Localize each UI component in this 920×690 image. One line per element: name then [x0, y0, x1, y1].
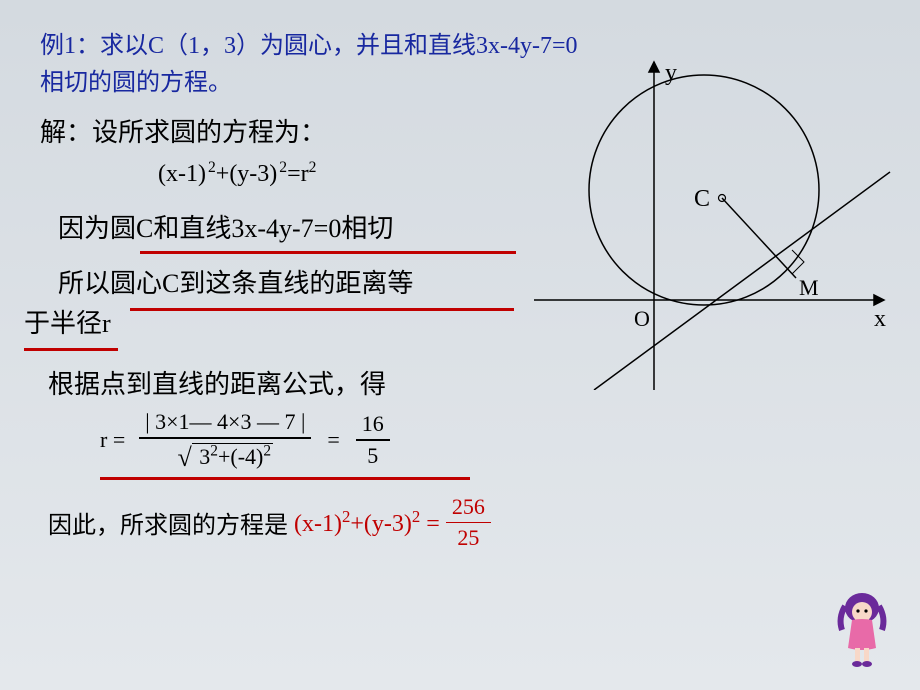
- solution-label: 解：: [40, 118, 92, 147]
- frac2-denominator: 5: [361, 441, 384, 469]
- frac1-denominator: √ 32+(-4)2: [172, 439, 280, 471]
- sprite-eye-l: [856, 609, 859, 612]
- example-label: 例1：: [40, 33, 100, 59]
- sprite-shoe-r: [862, 661, 872, 667]
- sprite-hair-r: [879, 606, 883, 630]
- frac1-numerator: | 3×1— 4×3 — 7 |: [139, 409, 311, 437]
- center-label: C: [694, 186, 710, 212]
- character-sprite: [832, 590, 892, 668]
- underline-1: [140, 251, 516, 254]
- underline-3: [100, 477, 470, 480]
- sprite-leg-r: [864, 648, 869, 662]
- eq-part-3: =r: [287, 161, 309, 187]
- sprite-eye-r: [864, 609, 867, 612]
- x-label: x: [874, 306, 886, 332]
- conclusion: 因此，所求圆的方程是 (x-1)2+(y-3)2 = 256 25: [48, 494, 880, 552]
- tangent-point-label: M: [799, 275, 819, 300]
- problem-text: 求以C（1，3）为圆心，并且和直线3x-4y-7=0 相切的圆的方程。: [40, 33, 578, 96]
- sprite-hair-l: [841, 606, 845, 630]
- frac3-numerator: 256: [446, 494, 491, 522]
- sprite-shoe-l: [852, 661, 862, 667]
- sprite-dress: [848, 619, 876, 650]
- underline-2b: [24, 348, 118, 351]
- equals-1: =: [327, 427, 339, 453]
- frac2-numerator: 16: [356, 411, 390, 439]
- eq-part-2: +(y-3): [216, 161, 278, 187]
- fraction-1: | 3×1— 4×3 — 7 | √ 32+(-4)2: [139, 409, 311, 471]
- conclusion-black: 因此，所求圆的方程是: [48, 505, 288, 540]
- x-arrow: [874, 295, 884, 305]
- origin-label: O: [634, 306, 650, 331]
- y-arrow: [649, 62, 659, 72]
- underline-2a: [130, 308, 514, 311]
- conclusion-red: (x-1)2+(y-3)2 =: [294, 507, 440, 538]
- geometry-diagram: y x O C M: [534, 50, 894, 390]
- fraction-2: 16 5: [356, 411, 390, 469]
- y-label: y: [665, 60, 677, 86]
- sprite-leg-l: [855, 648, 860, 662]
- tangent-line: [594, 172, 890, 390]
- frac3-denominator: 25: [451, 523, 485, 551]
- r-equals: r =: [100, 427, 125, 453]
- solution-setup: 设所求圆的方程为：: [92, 118, 326, 147]
- eq-part-1: (x-1): [158, 161, 206, 187]
- fraction-3: 256 25: [446, 494, 491, 552]
- radius-line: [722, 198, 796, 278]
- r-calculation: r = | 3×1— 4×3 — 7 | √ 32+(-4)2 = 16 5: [100, 409, 880, 471]
